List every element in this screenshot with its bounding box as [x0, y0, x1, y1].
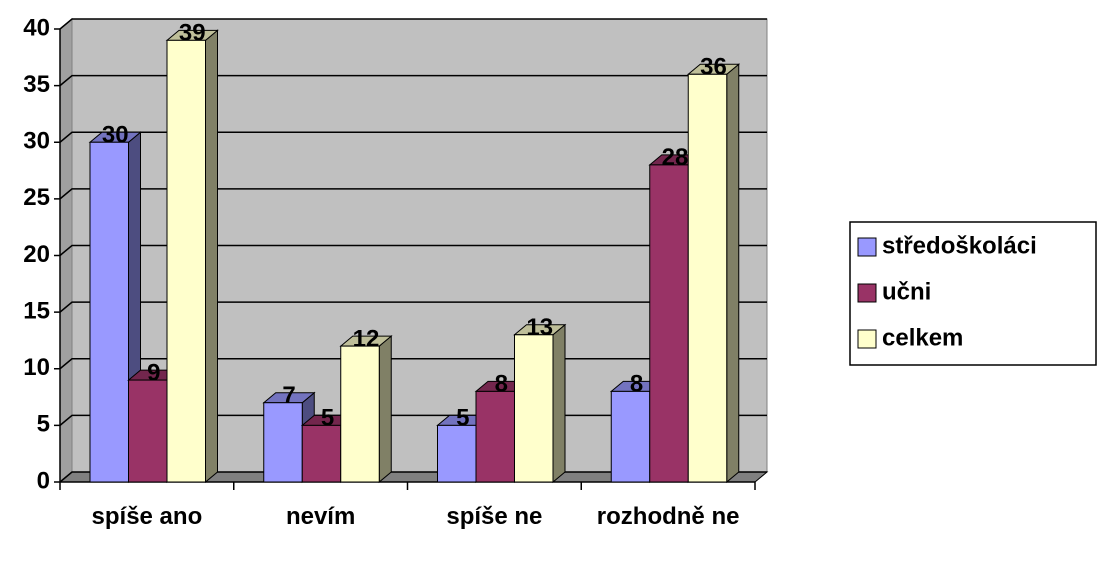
grid-line [59, 244, 767, 257]
legend-box [849, 221, 1097, 366]
legend-swatch [857, 329, 877, 349]
legend-swatch [857, 237, 877, 257]
data-label: 8 [630, 371, 643, 398]
x-tick-label: rozhodně ne [596, 503, 740, 530]
data-label: 9 [147, 359, 160, 386]
bar [340, 345, 380, 483]
data-label: 8 [495, 371, 508, 398]
grid-line [59, 18, 767, 30]
y-tick-label: 30 [23, 128, 50, 155]
x-tick-label: spíše ne [446, 503, 543, 530]
bar [649, 164, 689, 483]
grid-line [59, 301, 767, 313]
legend-label: středoškoláci [882, 232, 1037, 259]
bar [475, 390, 515, 483]
y-tick-label: 15 [23, 297, 50, 324]
legend-swatch [857, 283, 877, 303]
data-label: 5 [321, 405, 334, 432]
y-tick-label: 10 [23, 354, 50, 381]
y-tick-label: 35 [23, 71, 50, 98]
y-tick-label: 25 [23, 184, 50, 211]
bar [263, 402, 303, 483]
x-tick-label: nevím [285, 503, 356, 530]
bar [687, 73, 728, 483]
data-label: 30 [102, 122, 129, 149]
data-label: 7 [282, 382, 295, 409]
bar-side [552, 323, 566, 484]
grid-line [59, 188, 767, 200]
bar [437, 424, 477, 483]
y-tick-label: 0 [37, 467, 50, 494]
x-tick-label: spíše ano [91, 503, 203, 530]
data-label: 36 [700, 54, 727, 81]
legend-label: učni [882, 278, 931, 305]
bar-side [205, 29, 218, 484]
bar-side [726, 63, 740, 484]
data-label: 39 [179, 20, 206, 47]
data-label: 13 [526, 314, 553, 341]
bar [514, 334, 554, 483]
bar [89, 141, 129, 483]
y-tick-label: 40 [23, 14, 50, 41]
bar [166, 39, 206, 483]
legend-label: celkem [882, 324, 963, 351]
bar [128, 379, 168, 483]
data-label: 28 [662, 144, 689, 171]
y-tick-label: 5 [37, 411, 50, 438]
grid-line [59, 74, 767, 87]
y-tick-label: 20 [23, 241, 50, 268]
bar-side [378, 335, 392, 484]
grid-line [59, 131, 767, 143]
data-label: 5 [456, 405, 469, 432]
data-label: 12 [353, 325, 380, 352]
bar [610, 390, 651, 483]
bar [301, 424, 342, 483]
